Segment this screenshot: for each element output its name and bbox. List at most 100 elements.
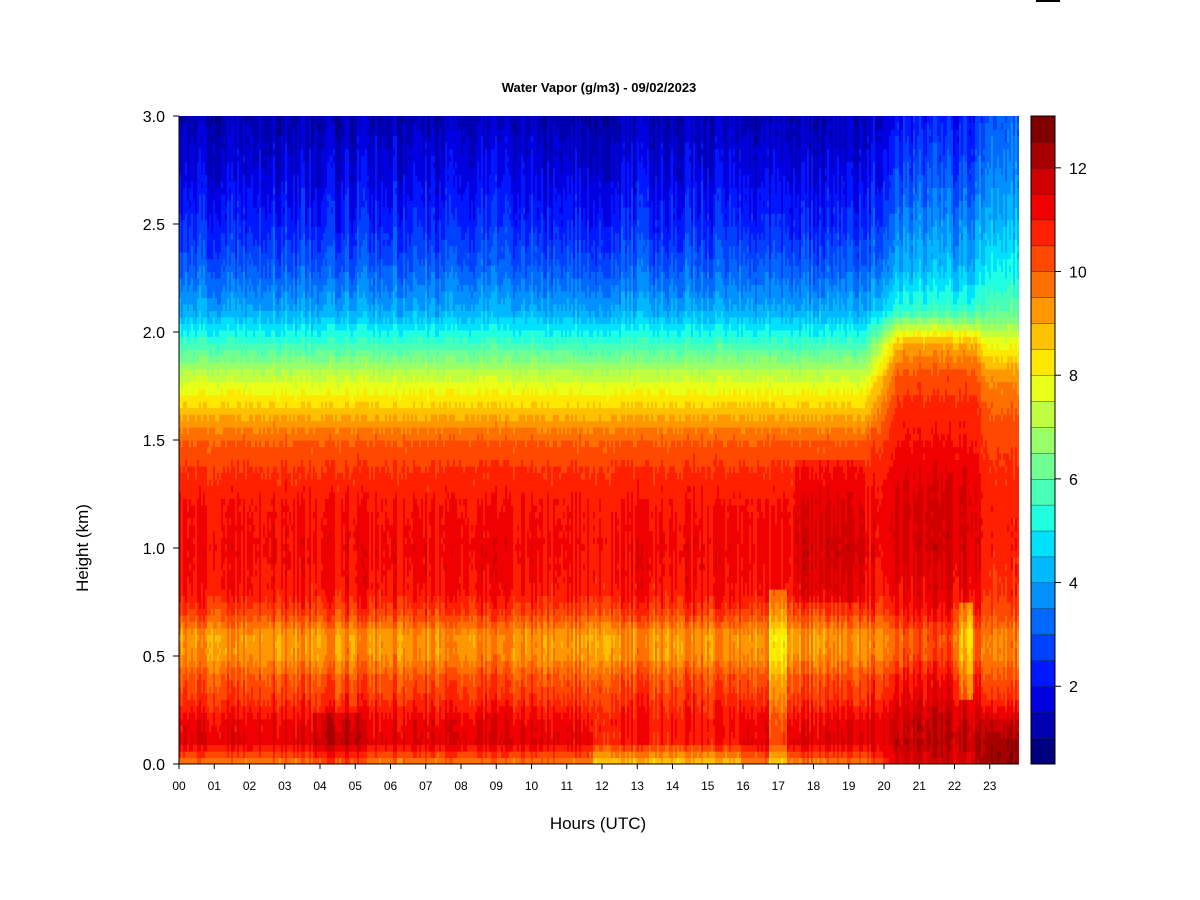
heatmap-cell: [251, 355, 254, 370]
heatmap-cell: [239, 323, 242, 331]
heatmap-cell: [251, 504, 254, 512]
heatmap-cell: [181, 193, 184, 221]
heatmap-cell: [213, 627, 216, 661]
heatmap-cell: [279, 751, 282, 759]
heatmap-column: [239, 116, 242, 764]
heatmap-cell: [301, 388, 304, 402]
heatmap-cell: [303, 485, 306, 493]
heatmap-cell: [181, 692, 184, 707]
heatmap-cell: [245, 232, 248, 253]
heatmap-cell: [193, 673, 196, 700]
heatmap-cell: [211, 692, 214, 713]
heatmap-cell: [179, 602, 182, 616]
heatmap-cell: [183, 673, 186, 687]
heatmap-cell: [279, 278, 282, 299]
heatmap-cell: [267, 349, 270, 363]
heatmap-cell: [259, 673, 262, 681]
heatmap-cell: [185, 666, 188, 681]
heatmap-cell: [211, 725, 214, 746]
heatmap-cell: [183, 362, 186, 370]
heatmap-cell: [295, 368, 298, 389]
heatmap-cell: [299, 602, 302, 623]
heatmap-cell: [283, 705, 286, 720]
heatmap-cell: [237, 440, 240, 461]
heatmap-cell: [261, 355, 264, 363]
heatmap-cell: [251, 582, 254, 597]
heatmap-cell: [269, 621, 272, 661]
heatmap-cell: [291, 174, 294, 221]
heatmap-cell: [247, 329, 250, 344]
heatmap-cell: [255, 148, 258, 156]
heatmap-cell: [281, 180, 284, 227]
heatmap-cell: [189, 446, 192, 467]
heatmap-cell: [283, 213, 286, 247]
heatmap-cell: [237, 388, 240, 402]
heatmap-cell: [263, 751, 266, 759]
heatmap-cell: [241, 362, 244, 376]
heatmap-cell: [281, 589, 284, 616]
heatmap-cell: [245, 757, 248, 764]
heatmap-cell: [183, 440, 186, 467]
heatmap-cell: [285, 239, 288, 266]
heatmap-cell: [281, 498, 284, 590]
heatmap-column: [219, 116, 222, 764]
heatmap-cell: [291, 394, 294, 409]
heatmap-cell: [179, 336, 182, 350]
heatmap-cell: [235, 278, 238, 292]
heatmap-cell: [253, 206, 256, 247]
heatmap-cell: [187, 699, 190, 720]
heatmap-cell: [185, 174, 188, 182]
heatmap-cell: [287, 608, 290, 623]
heatmap-cell: [261, 673, 264, 681]
heatmap-cell: [273, 375, 276, 389]
heatmap-cell: [279, 673, 282, 694]
heatmap-cell: [205, 751, 208, 759]
heatmap-cell: [181, 116, 184, 130]
heatmap-cell: [221, 757, 224, 764]
heatmap-cell: [221, 388, 224, 402]
heatmap-cell: [189, 517, 192, 525]
heatmap-cell: [287, 381, 290, 396]
heatmap-cell: [301, 634, 304, 661]
heatmap-cell: [245, 316, 248, 324]
heatmap-cell: [181, 595, 184, 616]
heatmap-cell: [241, 290, 244, 311]
heatmap-cell: [217, 744, 220, 752]
heatmap-cell: [219, 757, 222, 764]
heatmap-cell: [275, 446, 278, 467]
heatmap-cell: [275, 239, 278, 279]
heatmap-cell: [249, 608, 252, 623]
heatmap-cell: [197, 271, 200, 279]
heatmap-cell: [241, 116, 244, 169]
heatmap-cell: [237, 278, 240, 299]
heatmap-cell: [261, 718, 264, 726]
heatmap-cell: [229, 563, 232, 571]
heatmap-cell: [229, 621, 232, 629]
heatmap-cell: [283, 394, 286, 409]
heatmap-cell: [195, 336, 198, 344]
heatmap-cell: [227, 271, 230, 299]
heatmap-cell: [253, 627, 256, 635]
heatmap-cell: [233, 414, 236, 428]
heatmap-cell: [239, 440, 242, 473]
heatmap-cell: [239, 226, 242, 234]
heatmap-cell: [277, 128, 280, 137]
heatmap-cell: [219, 433, 222, 448]
heatmap-cell: [249, 349, 252, 363]
heatmap-cell: [225, 517, 228, 538]
heatmap-cell: [297, 368, 300, 376]
heatmap-column: [301, 116, 304, 764]
heatmap-cell: [213, 141, 216, 156]
heatmap-cell: [295, 141, 298, 149]
heatmap-cell: [289, 614, 292, 629]
heatmap-cell: [271, 368, 274, 383]
heatmap-cell: [247, 459, 250, 512]
heatmap-cell: [257, 394, 260, 402]
heatmap-cell: [219, 180, 222, 227]
heatmap-cell: [267, 394, 270, 409]
heatmap-cell: [193, 446, 196, 467]
heatmap-cell: [275, 647, 278, 668]
heatmap-cell: [239, 381, 242, 389]
heatmap-cell: [301, 608, 304, 616]
heatmap-cell: [211, 258, 214, 279]
